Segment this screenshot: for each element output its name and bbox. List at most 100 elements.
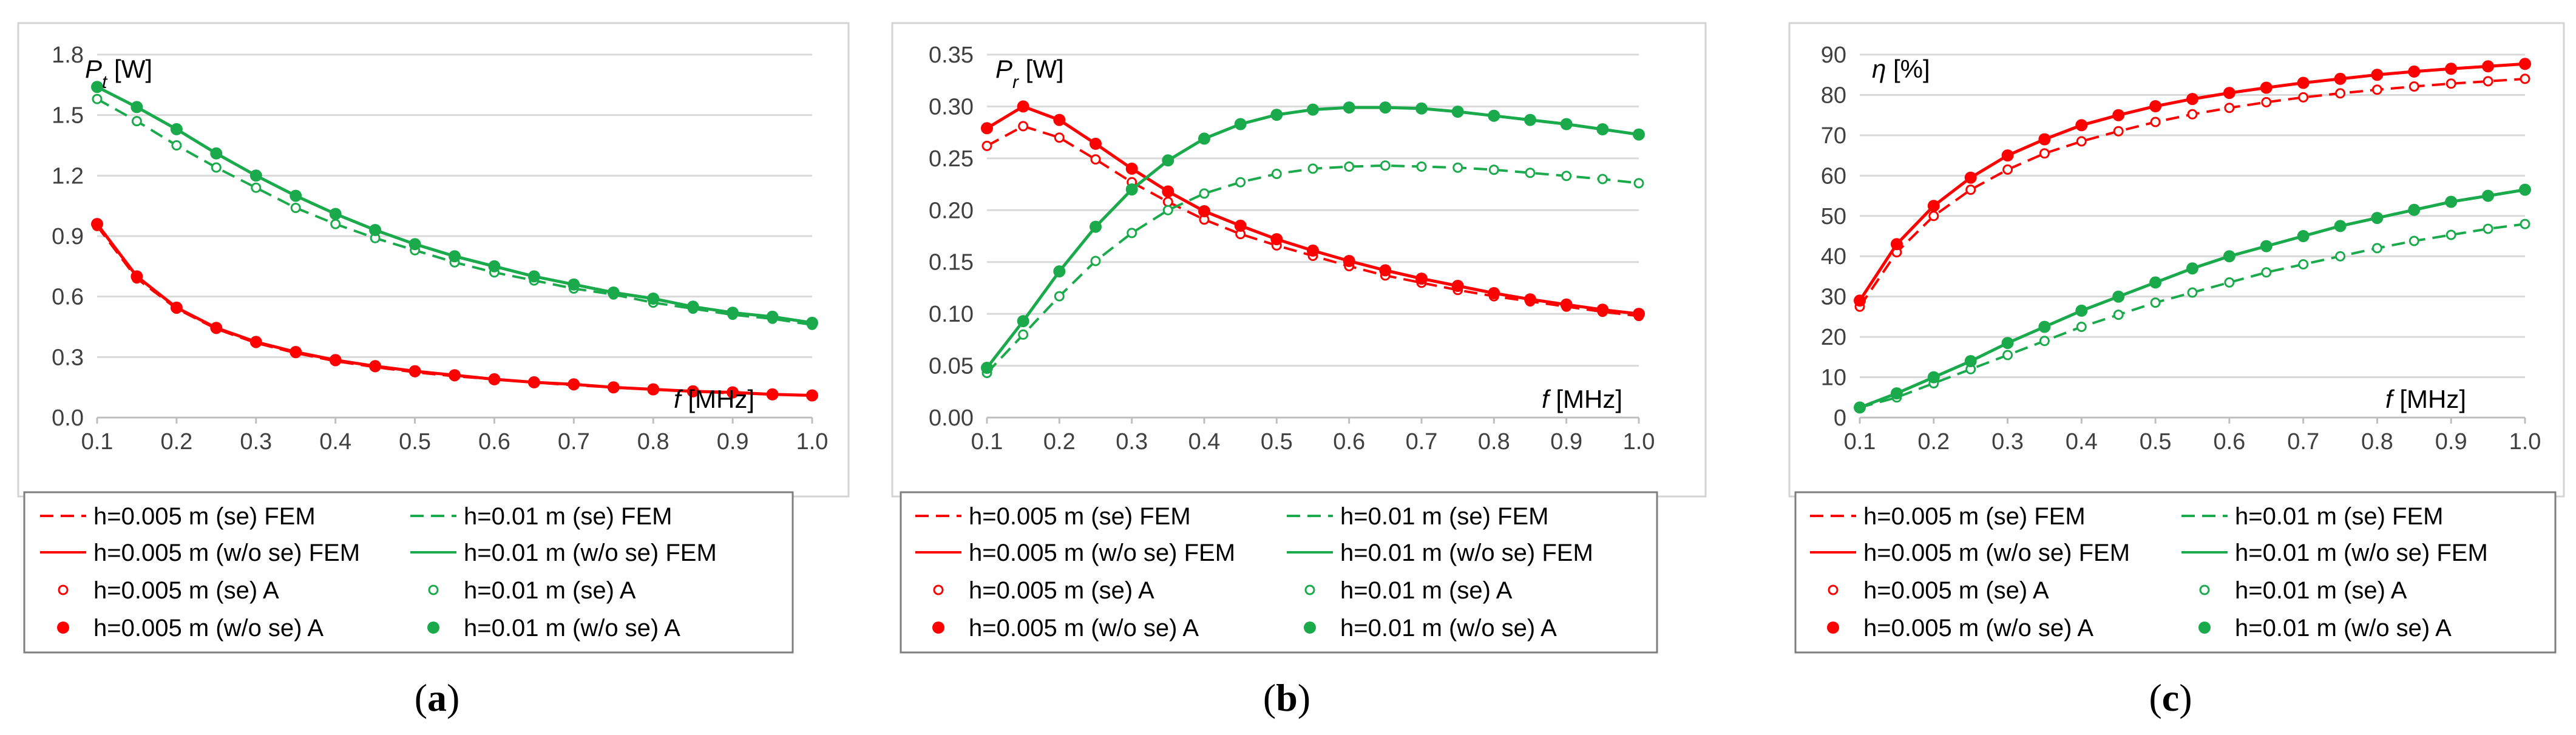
legend-item-wose-a-005: h=0.005 m (w/o se) A (1827, 615, 2093, 642)
x-tick-label-b-9: 1.0 (1623, 429, 1655, 455)
x-tick-label-c-6: 0.7 (2287, 429, 2319, 455)
data-point-b-wose-005-1 (1017, 100, 1029, 113)
data-point-b-se-01-9 (1307, 163, 1318, 174)
data-point-a-wose-01-11 (527, 270, 540, 283)
y-tick-label-a-5: 1.5 (52, 103, 84, 129)
data-point-a-wose-01-3 (210, 147, 223, 160)
legend-item-se-fem-005: h=0.005 m (se) FEM (1810, 503, 2086, 530)
x-tick-label-c-3: 0.4 (2066, 429, 2098, 455)
panel-label-b: (b) (1263, 676, 1310, 719)
data-point-c-wose-005-3 (1964, 171, 1977, 184)
y-tick-label-a-3: 0.9 (52, 224, 84, 249)
data-point-b-se-01-8 (1271, 169, 1282, 179)
data-point-b-wose-01-13 (1451, 106, 1464, 118)
svg-text:h=0.005 m (se) A: h=0.005 m (se) A (969, 577, 1154, 604)
legend-item-wose-a-01: h=0.01 m (w/o se) A (427, 615, 680, 642)
data-point-a-se-01-3 (211, 162, 222, 173)
data-point-a-wose-01-4 (249, 169, 262, 182)
x-tick-label-a-5: 0.6 (478, 429, 510, 455)
y-tick-label-c-7: 70 (1821, 123, 1846, 149)
data-point-b-se-005-0 (981, 140, 992, 151)
data-point-a-wose-005-11 (527, 376, 540, 388)
data-point-a-wose-01-14 (647, 293, 660, 305)
data-point-a-wose-005-17 (766, 388, 779, 401)
y-tick-label-b-5: 0.25 (929, 146, 974, 172)
x-tick-label-c-0: 0.1 (1844, 429, 1876, 455)
data-point-b-wose-005-14 (1488, 287, 1500, 299)
svg-text:h=0.005 m (w/o se) A: h=0.005 m (w/o se) A (969, 615, 1199, 642)
data-point-b-wose-01-7 (1234, 118, 1247, 130)
data-point-a-wose-01-7 (369, 224, 382, 236)
y-tick-label-b-6: 0.30 (929, 94, 974, 120)
x-tick-label-c-4: 0.5 (2140, 429, 2172, 455)
y-tick-label-c-0: 0 (1834, 405, 1846, 431)
data-point-b-wose-005-4 (1125, 162, 1138, 175)
data-point-c-wose-005-14 (2371, 69, 2384, 81)
data-point-c-wose-01-4 (2001, 337, 2014, 350)
x-tick-label-a-4: 0.5 (399, 429, 431, 455)
data-point-b-wose-005-3 (1090, 137, 1102, 150)
data-point-c-se-005-5 (2039, 148, 2050, 159)
svg-text:h=0.005 m (se) FEM: h=0.005 m (se) FEM (93, 503, 316, 530)
data-point-b-se-005-1 (1018, 121, 1029, 132)
data-point-a-se-01-4 (251, 182, 262, 193)
data-point-c-wose-005-1 (1890, 238, 1903, 251)
data-point-a-wose-005-5 (290, 346, 302, 358)
data-point-c-wose-01-11 (2260, 240, 2273, 252)
data-point-b-wose-005-5 (1162, 185, 1174, 198)
data-point-c-wose-005-13 (2334, 72, 2347, 85)
data-point-b-se-01-3 (1090, 256, 1101, 266)
data-point-c-wose-01-5 (2038, 320, 2051, 333)
y-tick-label-b-2: 0.10 (929, 302, 974, 327)
data-point-b-se-01-2 (1054, 291, 1065, 302)
legend-item-wose-a-005: h=0.005 m (w/o se) A (932, 615, 1199, 642)
legend-item-wose-fem-005: h=0.005 m (w/o se) FEM (1810, 540, 2130, 566)
x-tick-label-b-7: 0.8 (1478, 429, 1510, 455)
svg-text:h=0.01 m (w/o se) A: h=0.01 m (w/o se) A (464, 615, 680, 642)
data-point-b-se-01-1 (1018, 329, 1029, 340)
data-point-a-wose-01-0 (91, 81, 103, 93)
y-tick-label-a-0: 0.0 (52, 405, 84, 431)
data-point-b-se-01-17 (1597, 174, 1608, 185)
svg-text:h=0.01 m (se) A: h=0.01 m (se) A (2235, 577, 2407, 604)
data-point-b-wose-01-4 (1125, 183, 1138, 196)
data-point-b-se-01-11 (1380, 160, 1391, 171)
x-axis-title-c: f [MHz] (2385, 385, 2466, 413)
data-point-b-wose-005-18 (1633, 308, 1645, 320)
data-point-b-se-01-5 (1162, 205, 1173, 215)
data-point-b-wose-005-2 (1053, 113, 1066, 126)
data-point-c-wose-005-12 (2297, 76, 2310, 89)
svg-text:h=0.01 m (se) FEM: h=0.01 m (se) FEM (464, 503, 672, 530)
legend-item-wose-fem-01: h=0.01 m (w/o se) FEM (410, 540, 717, 566)
data-point-c-se-005-10 (2224, 103, 2235, 113)
data-point-c-wose-01-10 (2223, 250, 2235, 263)
data-point-a-wose-01-5 (290, 189, 302, 202)
data-point-c-se-01-4 (2002, 350, 2013, 361)
data-point-a-wose-005-9 (449, 369, 461, 382)
data-point-b-wose-01-0 (981, 362, 993, 374)
x-tick-label-b-0: 0.1 (971, 429, 1003, 455)
data-point-c-wose-005-7 (2112, 109, 2125, 121)
data-point-c-se-005-9 (2187, 109, 2198, 120)
data-point-c-se-01-12 (2298, 259, 2309, 269)
data-point-b-wose-01-9 (1307, 103, 1319, 116)
data-point-c-se-01-9 (2187, 287, 2198, 298)
data-point-b-wose-005-8 (1270, 233, 1283, 246)
x-tick-label-a-0: 0.1 (81, 429, 114, 455)
data-point-c-se-01-11 (2261, 267, 2272, 278)
data-point-c-wose-005-4 (2001, 149, 2014, 162)
data-point-a-wose-005-1 (130, 270, 143, 283)
data-point-c-se-01-6 (2076, 322, 2087, 332)
panel-label-c: (c) (2149, 676, 2192, 719)
y-tick-label-c-3: 30 (1821, 285, 1846, 310)
data-point-b-wose-01-6 (1198, 132, 1210, 145)
data-point-a-wose-005-7 (369, 360, 382, 373)
data-point-b-se-01-7 (1235, 177, 1246, 188)
data-point-c-se-005-18 (2520, 73, 2530, 84)
data-point-c-wose-01-7 (2112, 290, 2125, 303)
tick-labels-c: 0 10 20 30 40 50 60 70 80 90 0.1 0.2 0.3 0.4 0.5 0.6 0.7… (1821, 42, 2541, 455)
legend-box-c (1794, 491, 2557, 654)
data-point-c-wose-005-9 (2186, 93, 2198, 106)
data-point-c-wose-01-15 (2408, 203, 2421, 216)
data-point-c-wose-01-8 (2149, 276, 2162, 289)
